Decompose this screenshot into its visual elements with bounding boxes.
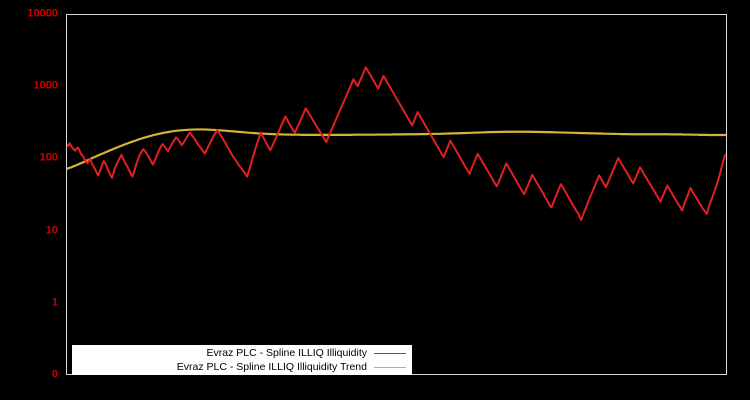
- y-tick-label: 1000: [33, 79, 58, 92]
- chart-legend: Evraz PLC - Spline ILLIQ Illiquidity Evr…: [72, 345, 412, 375]
- legend-swatch-illiquidity-trend: [374, 366, 406, 368]
- y-tick-label: 100: [39, 151, 58, 164]
- y-tick-label: 1: [51, 296, 58, 309]
- legend-swatch-illiquidity: [374, 352, 406, 354]
- y-tick-label: 10000: [27, 7, 58, 20]
- legend-item-illiquidity-trend: Evraz PLC - Spline ILLIQ Illiquidity Tre…: [72, 360, 412, 374]
- trend-line-path: [67, 128, 726, 170]
- plot-area: [66, 14, 727, 375]
- y-axis-tick-labels: 10000 1000 100 10 1 0: [0, 0, 58, 400]
- legend-item-illiquidity: Evraz PLC - Spline ILLIQ Illiquidity: [72, 346, 412, 360]
- legend-label-illiquidity-trend: Evraz PLC - Spline ILLIQ Illiquidity Tre…: [176, 360, 367, 373]
- legend-label-illiquidity: Evraz PLC - Spline ILLIQ Illiquidity: [206, 346, 367, 359]
- plot-svg: [67, 66, 726, 222]
- y-tick-label: 10: [45, 224, 58, 237]
- illiquidity-line-path: [67, 66, 726, 222]
- y-tick-label: 0: [51, 368, 58, 381]
